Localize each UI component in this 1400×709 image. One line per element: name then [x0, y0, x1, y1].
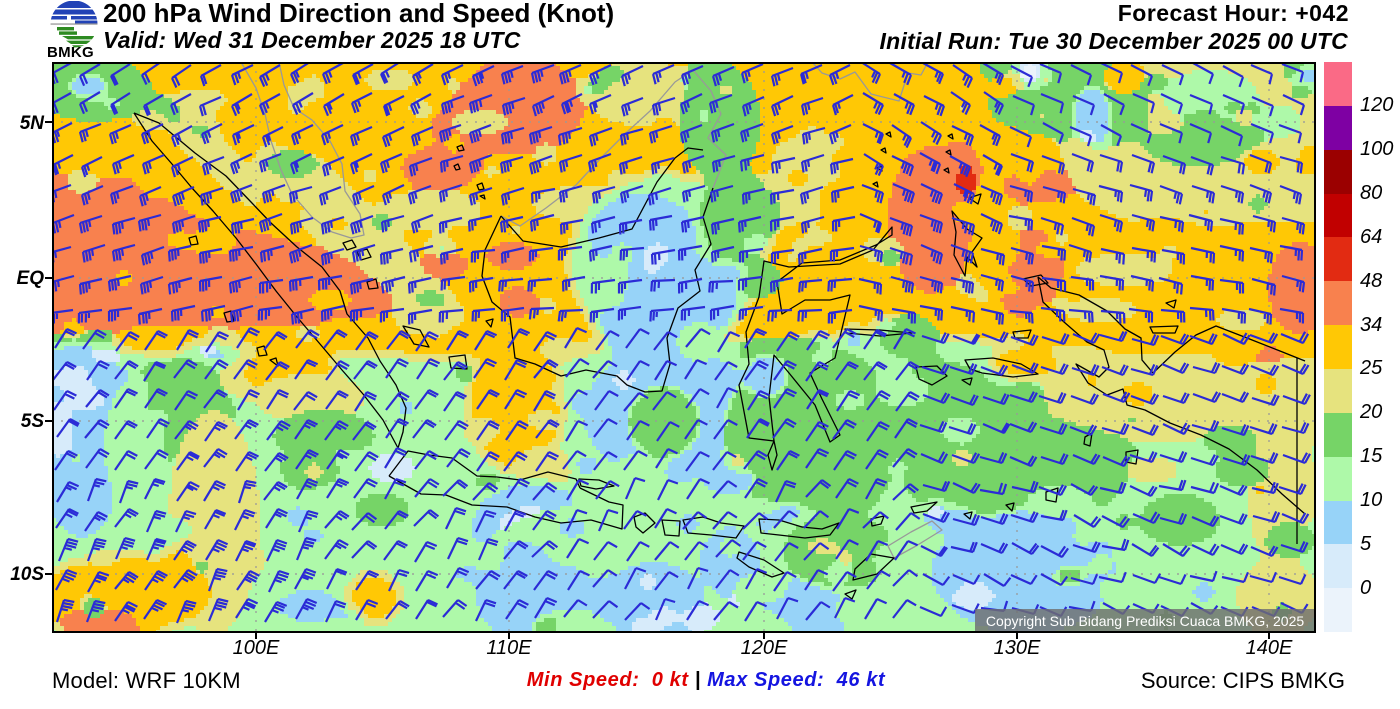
svg-text:Copyright Sub Bidang Prediksi: Copyright Sub Bidang Prediksi Cuaca BMKG… [986, 613, 1304, 629]
